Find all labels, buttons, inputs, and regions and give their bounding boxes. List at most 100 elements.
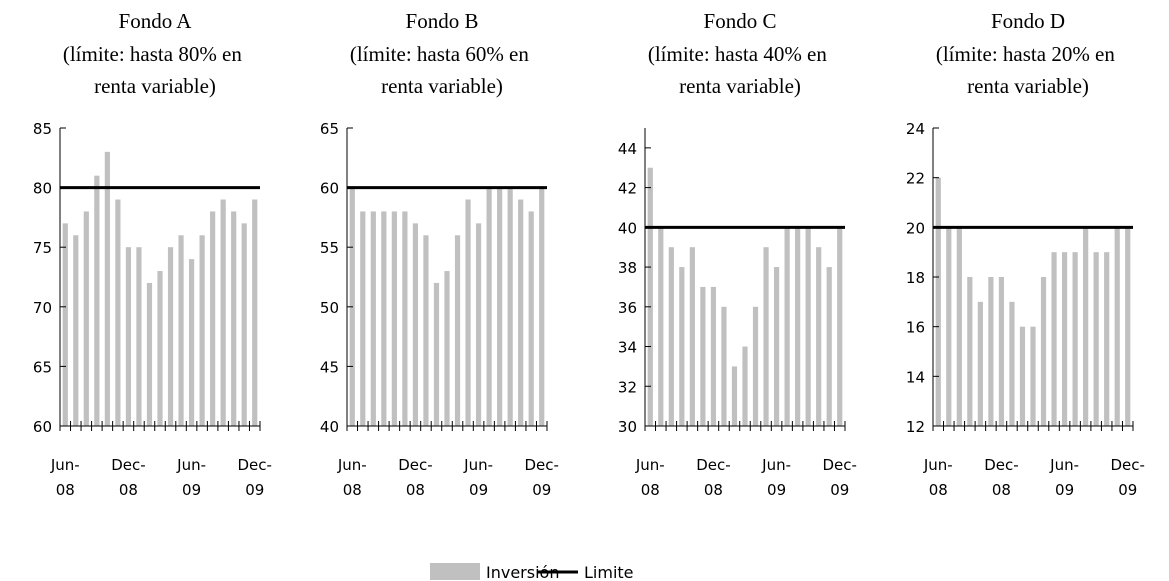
bar [199, 235, 205, 426]
bar [1114, 227, 1120, 426]
y-tick-label: 65 [33, 358, 52, 376]
y-tick-label: 14 [906, 368, 925, 386]
bar [220, 199, 226, 426]
bar [231, 211, 237, 426]
bar [1093, 252, 1099, 426]
y-tick-label: 34 [618, 339, 637, 357]
x-tick-label: Dec-08 [696, 456, 730, 499]
bar [647, 167, 653, 426]
bar [721, 306, 727, 426]
bar [486, 187, 492, 426]
bar [1061, 252, 1068, 426]
bar [668, 247, 674, 426]
bar [146, 282, 153, 426]
x-tick-label: Jun-08 [337, 456, 367, 499]
bar [1125, 227, 1131, 426]
bar [454, 235, 461, 426]
chart-subtitle: (límite: hasta 20% en renta variable) [936, 42, 1120, 98]
y-tick-label: 44 [618, 140, 637, 158]
legend-label: Inversión [486, 563, 559, 581]
bar [805, 227, 811, 426]
bar [837, 227, 843, 426]
y-tick-label: 36 [618, 299, 637, 317]
bar [412, 223, 419, 426]
y-tick-label: 45 [320, 358, 339, 376]
y-tick-label: 60 [33, 418, 52, 436]
bar [784, 227, 790, 426]
bar [465, 199, 471, 426]
chart-title: Fondo C [704, 9, 777, 33]
x-tick-label: Dec-09 [525, 456, 559, 499]
y-tick-label: 75 [33, 239, 52, 257]
bar [507, 187, 513, 426]
chart-title: Fondo D [991, 9, 1065, 33]
chart-subtitle: (límite: hasta 60% en renta variable) [350, 42, 534, 98]
bar [967, 277, 973, 426]
bar [700, 286, 706, 426]
bar [679, 267, 685, 426]
bar [241, 223, 247, 426]
x-tick-label: Dec-08 [398, 456, 432, 499]
bar [998, 277, 1005, 426]
x-tick-label: Jun-08 [50, 456, 80, 499]
y-tick-label: 40 [320, 418, 339, 436]
legend-label: Limite [584, 563, 634, 581]
bar [946, 227, 952, 426]
bar [188, 259, 195, 426]
y-tick-label: 32 [618, 378, 637, 396]
bar [62, 223, 68, 426]
bar [1104, 252, 1110, 426]
bar [381, 211, 387, 426]
y-tick-label: 24 [906, 120, 925, 138]
bar [1072, 252, 1078, 426]
x-tick-label: Jun-08 [635, 456, 665, 499]
bar [444, 271, 450, 426]
bar [731, 366, 738, 426]
bar [658, 227, 664, 426]
bar [1040, 277, 1047, 426]
x-tick-label: Dec-09 [238, 456, 272, 499]
bar [475, 223, 482, 426]
bar [816, 247, 822, 426]
bar [710, 286, 717, 426]
bar [689, 247, 695, 426]
x-tick-label: Jun-09 [463, 456, 493, 499]
bar [136, 247, 142, 426]
chart-subtitle: (límite: hasta 80% en renta variable) [63, 42, 247, 98]
bar [528, 211, 534, 426]
x-tick-label: Dec-09 [1111, 456, 1145, 499]
bar [1019, 326, 1026, 426]
x-tick-label: Jun-08 [923, 456, 953, 499]
bar [1030, 326, 1036, 426]
bar [423, 235, 429, 426]
bar [402, 211, 408, 426]
y-tick-label: 85 [33, 120, 52, 138]
bar [752, 306, 759, 426]
bar [73, 235, 79, 426]
y-tick-label: 55 [320, 239, 339, 257]
bar [1009, 301, 1015, 426]
bar [956, 227, 962, 426]
y-tick-label: 30 [618, 418, 637, 436]
y-tick-label: 12 [906, 418, 925, 436]
bar [977, 301, 983, 426]
x-tick-label: Dec-09 [823, 456, 857, 499]
x-tick-label: Dec-08 [984, 456, 1018, 499]
bar [360, 211, 366, 426]
chart-title: Fondo B [406, 9, 479, 33]
x-tick-label: Jun-09 [761, 456, 791, 499]
bar [763, 247, 769, 426]
bar [370, 211, 376, 426]
bar [1051, 252, 1057, 426]
bar [795, 227, 801, 426]
bar [83, 211, 89, 426]
bar [935, 177, 941, 426]
y-tick-label: 50 [320, 299, 339, 317]
bar [178, 235, 184, 426]
bar [104, 151, 110, 426]
bar [518, 199, 524, 426]
y-tick-label: 38 [618, 259, 637, 277]
y-tick-label: 80 [33, 180, 52, 198]
chart-subtitle: (límite: hasta 40% en renta variable) [648, 42, 832, 98]
